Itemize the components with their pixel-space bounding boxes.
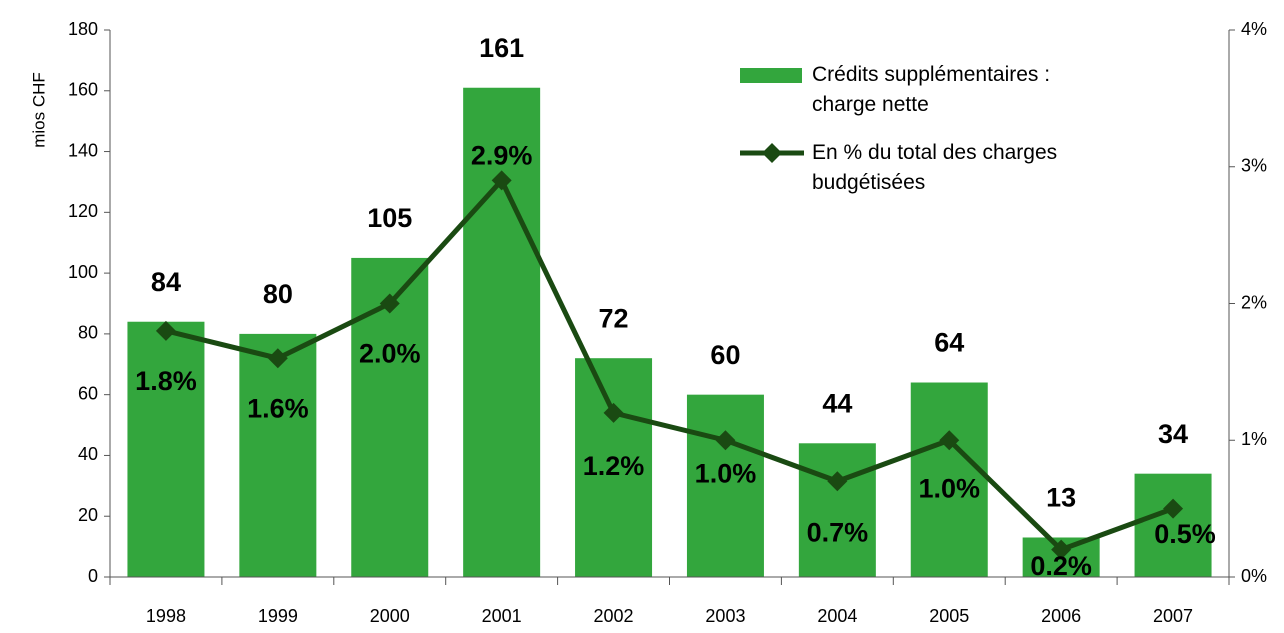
line-value-label: 1.0%: [695, 458, 757, 488]
bar: [127, 321, 205, 577]
y2-tick-label: 0%: [1241, 566, 1267, 586]
y2-tick-label: 4%: [1241, 19, 1267, 39]
bar: [463, 87, 541, 577]
line-marker: [491, 170, 512, 191]
bar-value-label: 84: [151, 267, 181, 297]
line-marker: [827, 471, 848, 492]
legend-label: En % du total des charges budgétisées: [812, 141, 1058, 194]
bar: [239, 333, 317, 577]
x-tick-label: 2000: [370, 606, 410, 626]
bar-value-label: 64: [934, 328, 964, 358]
bar-value-label: 60: [710, 340, 740, 370]
y2-tick-label: 1%: [1241, 429, 1267, 449]
bar: [1134, 473, 1212, 577]
legend-swatch: [740, 68, 802, 83]
y-tick-label: 60: [78, 383, 98, 403]
line-value-label: 1.8%: [135, 366, 197, 396]
y-axis-label: mios CHF: [29, 72, 48, 148]
x-tick-label: 1999: [258, 606, 298, 626]
y-tick-label: 140: [68, 140, 98, 160]
bar-value-label: 161: [479, 33, 524, 63]
x-tick-label: 2004: [817, 606, 857, 626]
bar: [686, 394, 764, 577]
bar-value-label: 105: [367, 203, 412, 233]
bar-value-label: 13: [1046, 483, 1076, 513]
line-value-label: 0.5%: [1154, 519, 1216, 549]
y-tick-label: 40: [78, 444, 98, 464]
y-tick-label: 100: [68, 262, 98, 282]
x-tick-label: 2001: [482, 606, 522, 626]
y-tick-label: 180: [68, 19, 98, 39]
line-marker: [939, 430, 960, 451]
bar-value-label: 72: [599, 303, 629, 333]
line-marker: [1051, 539, 1072, 560]
y-tick-label: 80: [78, 323, 98, 343]
bar-value-label: 80: [263, 279, 293, 309]
line-marker: [1163, 498, 1184, 519]
line-marker: [715, 430, 736, 451]
line-value-label: 2.9%: [471, 141, 533, 171]
bar-value-label: 44: [822, 388, 852, 418]
line-marker: [155, 320, 176, 341]
y-tick-label: 120: [68, 201, 98, 221]
line-value-label: 0.7%: [807, 517, 869, 547]
y2-tick-label: 3%: [1241, 156, 1267, 176]
line-marker: [379, 293, 400, 314]
x-tick-label: 2003: [705, 606, 745, 626]
line-value-label: 1.2%: [583, 451, 645, 481]
legend-marker: [762, 143, 782, 163]
bar: [798, 443, 876, 577]
line-value-label: 0.2%: [1030, 551, 1092, 581]
y-tick-label: 160: [68, 80, 98, 100]
legend-label: Crédits supplémentaires : charge nette: [812, 63, 1051, 116]
y-tick-label: 20: [78, 505, 98, 525]
bar: [575, 358, 653, 577]
y-tick-label: 0: [88, 566, 98, 586]
bar: [910, 382, 988, 577]
line-value-label: 1.6%: [247, 393, 309, 423]
x-tick-label: 2006: [1041, 606, 1081, 626]
line: [165, 175, 1174, 553]
line-value-label: 2.0%: [359, 339, 421, 369]
x-tick-label: 2002: [594, 606, 634, 626]
x-tick-label: 2007: [1153, 606, 1193, 626]
x-tick-label: 2005: [929, 606, 969, 626]
line-marker: [603, 402, 624, 423]
bar-value-label: 34: [1158, 419, 1188, 449]
x-tick-label: 1998: [146, 606, 186, 626]
line-marker: [267, 348, 288, 369]
y2-tick-label: 2%: [1241, 292, 1267, 312]
line-value-label: 1.0%: [918, 473, 980, 503]
